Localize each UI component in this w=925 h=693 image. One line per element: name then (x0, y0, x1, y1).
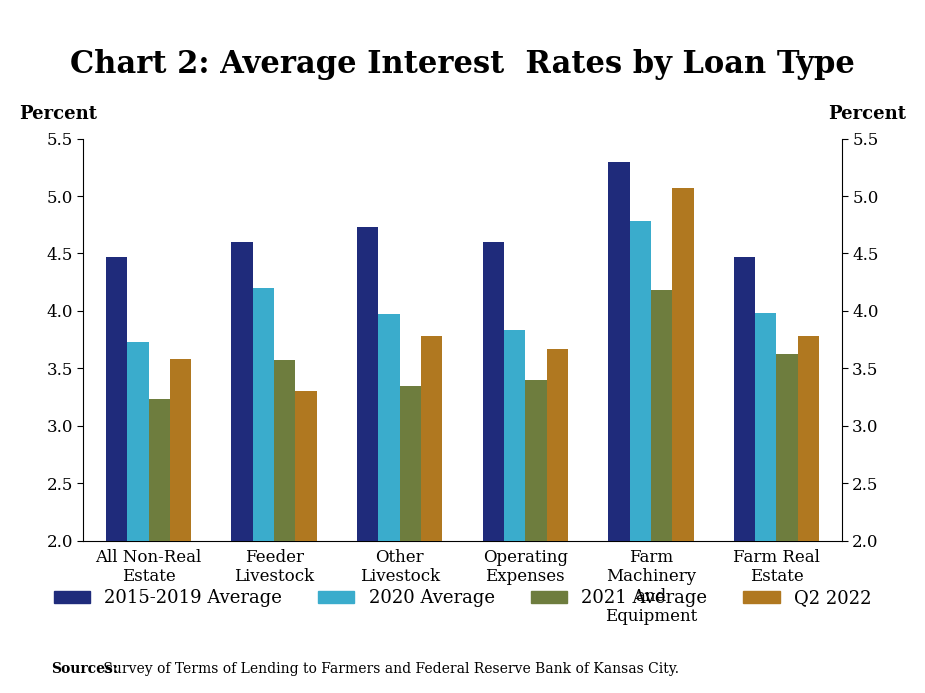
Bar (504, 331, 525, 541)
Bar (149, 399, 170, 541)
Text: Percent: Percent (828, 105, 906, 123)
Bar (608, 161, 630, 541)
Bar (651, 290, 672, 541)
Bar (378, 315, 400, 541)
Bar (295, 392, 317, 541)
Bar (400, 385, 421, 541)
Bar (755, 313, 776, 541)
Bar (105, 257, 128, 541)
Text: Percent: Percent (18, 105, 97, 123)
Bar (483, 242, 504, 541)
Legend: 2015-2019 Average, 2020 Average, 2021 Average, Q2 2022: 2015-2019 Average, 2020 Average, 2021 Av… (46, 582, 879, 615)
Bar (797, 336, 820, 541)
Bar (525, 380, 547, 541)
Bar (170, 359, 191, 541)
Bar (734, 257, 755, 541)
Text: Survey of Terms of Lending to Farmers and Federal Reserve Bank of Kansas City.: Survey of Terms of Lending to Farmers an… (99, 662, 679, 676)
Bar (547, 349, 568, 541)
Bar (253, 288, 274, 541)
Bar (776, 355, 797, 541)
Bar (421, 336, 442, 541)
Bar (357, 227, 378, 541)
Text: Sources:: Sources: (51, 662, 117, 676)
Bar (231, 242, 253, 541)
Bar (274, 360, 295, 541)
Text: Chart 2: Average Interest  Rates by Loan Type: Chart 2: Average Interest Rates by Loan … (70, 49, 855, 80)
Bar (630, 221, 651, 541)
Bar (128, 342, 149, 541)
Bar (672, 188, 694, 541)
